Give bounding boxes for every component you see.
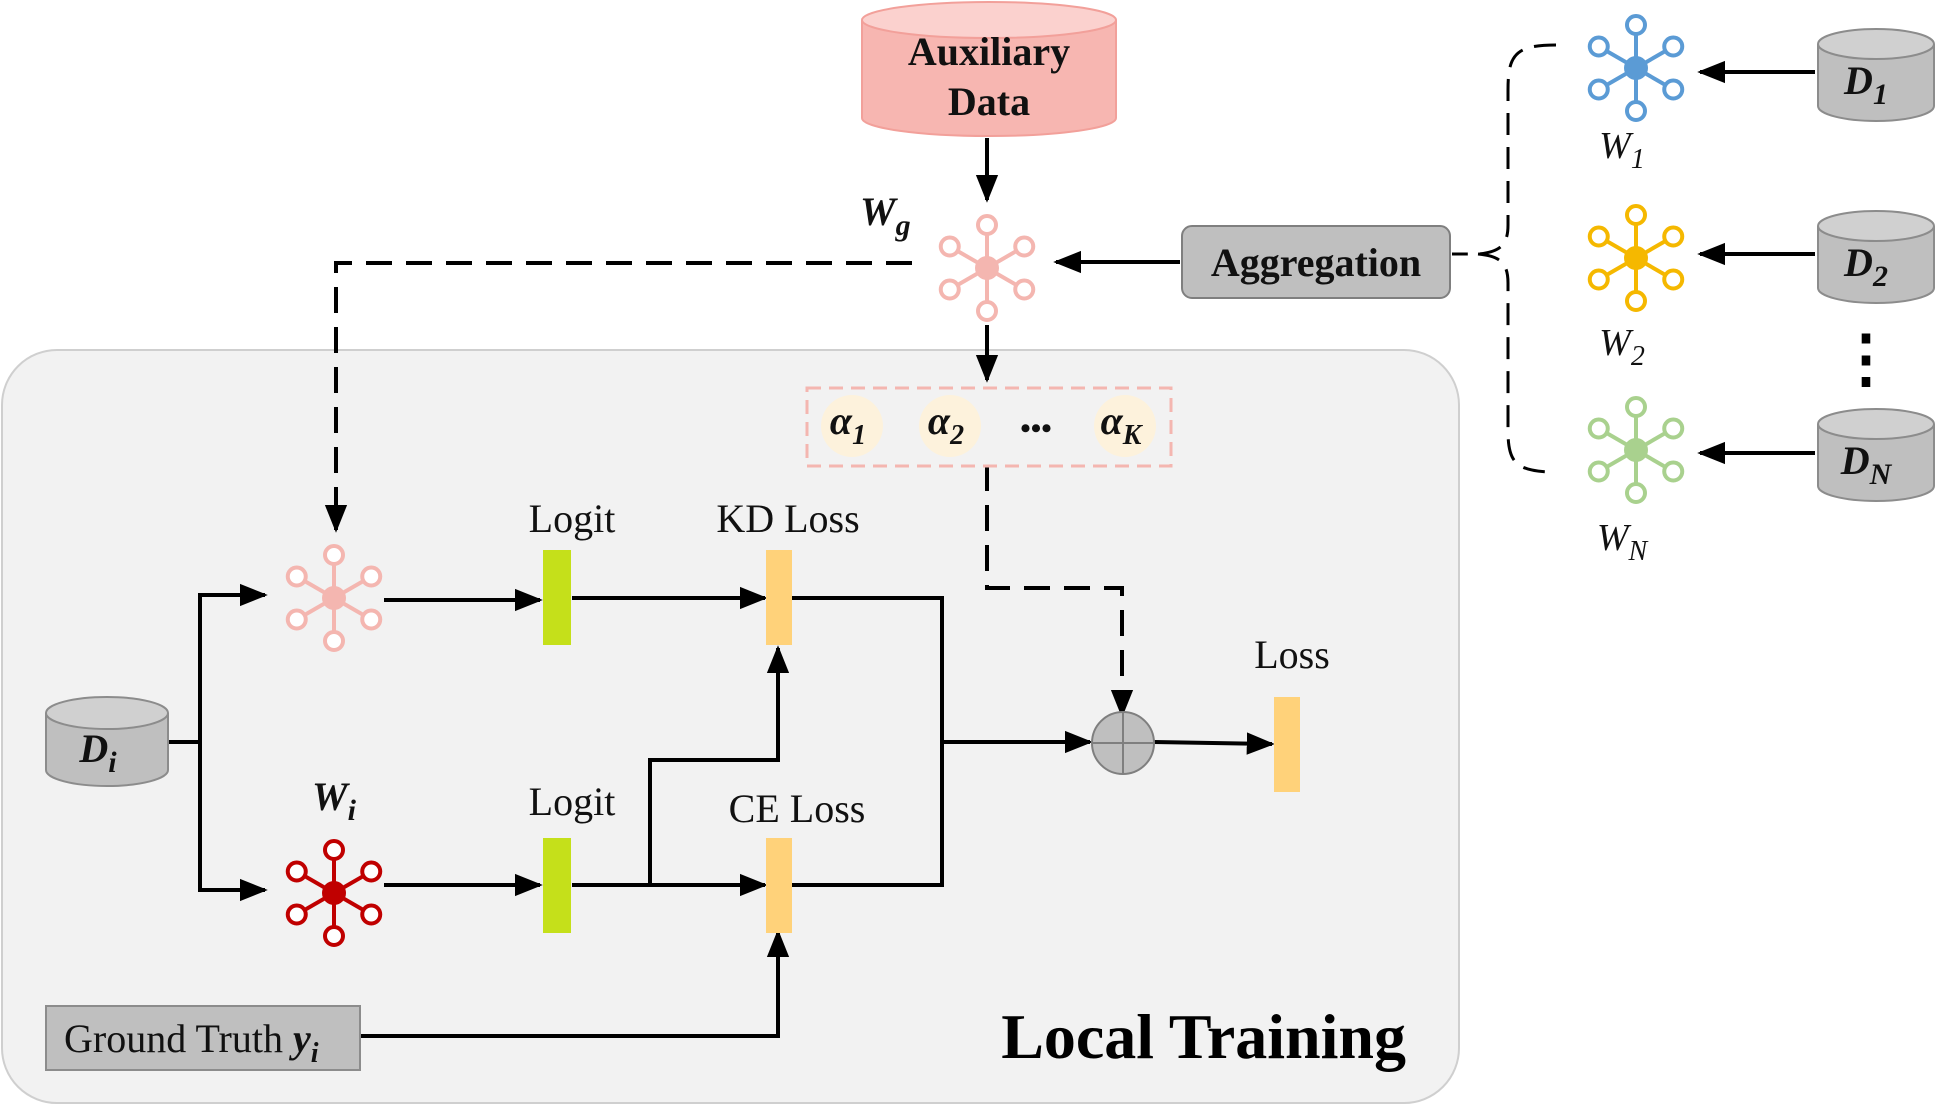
local-training-panel (1, 349, 1460, 1104)
kd-loss-bar (766, 550, 792, 645)
client-model-icon-3 (1587, 396, 1685, 504)
client-data-label-2: D2 (1843, 240, 1888, 293)
arrow-sum-to-loss (1153, 732, 1275, 755)
local-model-icon (285, 839, 383, 947)
local-data-label: Di (78, 726, 117, 779)
client-model-label-2: W2 (1599, 322, 1645, 372)
client-data-db-3: DN (1817, 408, 1935, 502)
ce-loss-label: CE Loss (729, 786, 866, 831)
ce-loss-bar (766, 838, 792, 933)
teacher-model-icon (285, 544, 383, 652)
alpha-weights: α1 α2 αK ••• (821, 395, 1156, 457)
dashed-alpha-to-sum (985, 465, 1124, 690)
ground-truth-label: Ground Truth yi (64, 1016, 319, 1069)
line-logit-to-kd-branch (648, 660, 780, 885)
local-training-title: Local Training (1001, 1001, 1406, 1072)
svg-text:αK: αK (1101, 398, 1144, 451)
logit-bar-local (543, 838, 571, 933)
alpha-ellipsis: ••• (1020, 412, 1052, 445)
sum-node (1091, 711, 1155, 775)
clients-ellipsis: ⋮ (1834, 323, 1898, 394)
model-icons: W1 W2 WN (285, 14, 1685, 947)
aggregation-box: Aggregation (1181, 225, 1451, 299)
local-data-db: Di (45, 696, 169, 787)
aux-label-line1: Auxiliary (908, 29, 1070, 74)
alpha-weight-3: αK (1094, 395, 1156, 457)
aux-label-line2: Data (948, 79, 1030, 124)
alpha-weights-box (805, 386, 1173, 468)
line-di-to-teacher (160, 593, 262, 744)
client-model-icon-1 (1587, 14, 1685, 122)
kd-loss-label: KD Loss (716, 496, 859, 541)
alpha-weight-2: α2 (919, 395, 981, 457)
client-brace (1452, 43, 1557, 474)
line-gt-to-ce (360, 950, 780, 1038)
total-loss-bar (1274, 697, 1300, 792)
auxiliary-data-db: Auxiliary Data (861, 1, 1117, 137)
global-model-label: Wg (860, 189, 911, 242)
logit-label-top: Logit (529, 496, 616, 541)
client-data-label-1: D1 (1843, 58, 1888, 111)
connectors (160, 60, 1815, 1038)
client-data-db-2: D2 (1817, 210, 1935, 304)
loss-label: Loss (1254, 632, 1330, 677)
local-model-label: Wi (312, 774, 357, 827)
client-model-label-3: WN (1597, 517, 1649, 567)
client-model-icon-2 (1587, 204, 1685, 312)
svg-text:α2: α2 (928, 398, 964, 451)
global-model-icon (938, 214, 1036, 322)
ground-truth-box: Ground Truth yi (45, 1005, 361, 1071)
client-data-label-3: DN (1840, 438, 1893, 491)
client-data-db-1: D1 (1817, 28, 1935, 122)
logit-label-bottom: Logit (529, 779, 616, 824)
alpha-weight-1: α1 (821, 395, 883, 457)
client-databases: D1 D2 DN (1817, 28, 1935, 502)
svg-text:α1: α1 (830, 398, 866, 451)
logit-bar-teacher (543, 550, 571, 645)
aggregation-label: Aggregation (1211, 240, 1421, 285)
client-model-label-1: W1 (1599, 125, 1645, 175)
dashed-wg-to-teacher (334, 261, 912, 528)
